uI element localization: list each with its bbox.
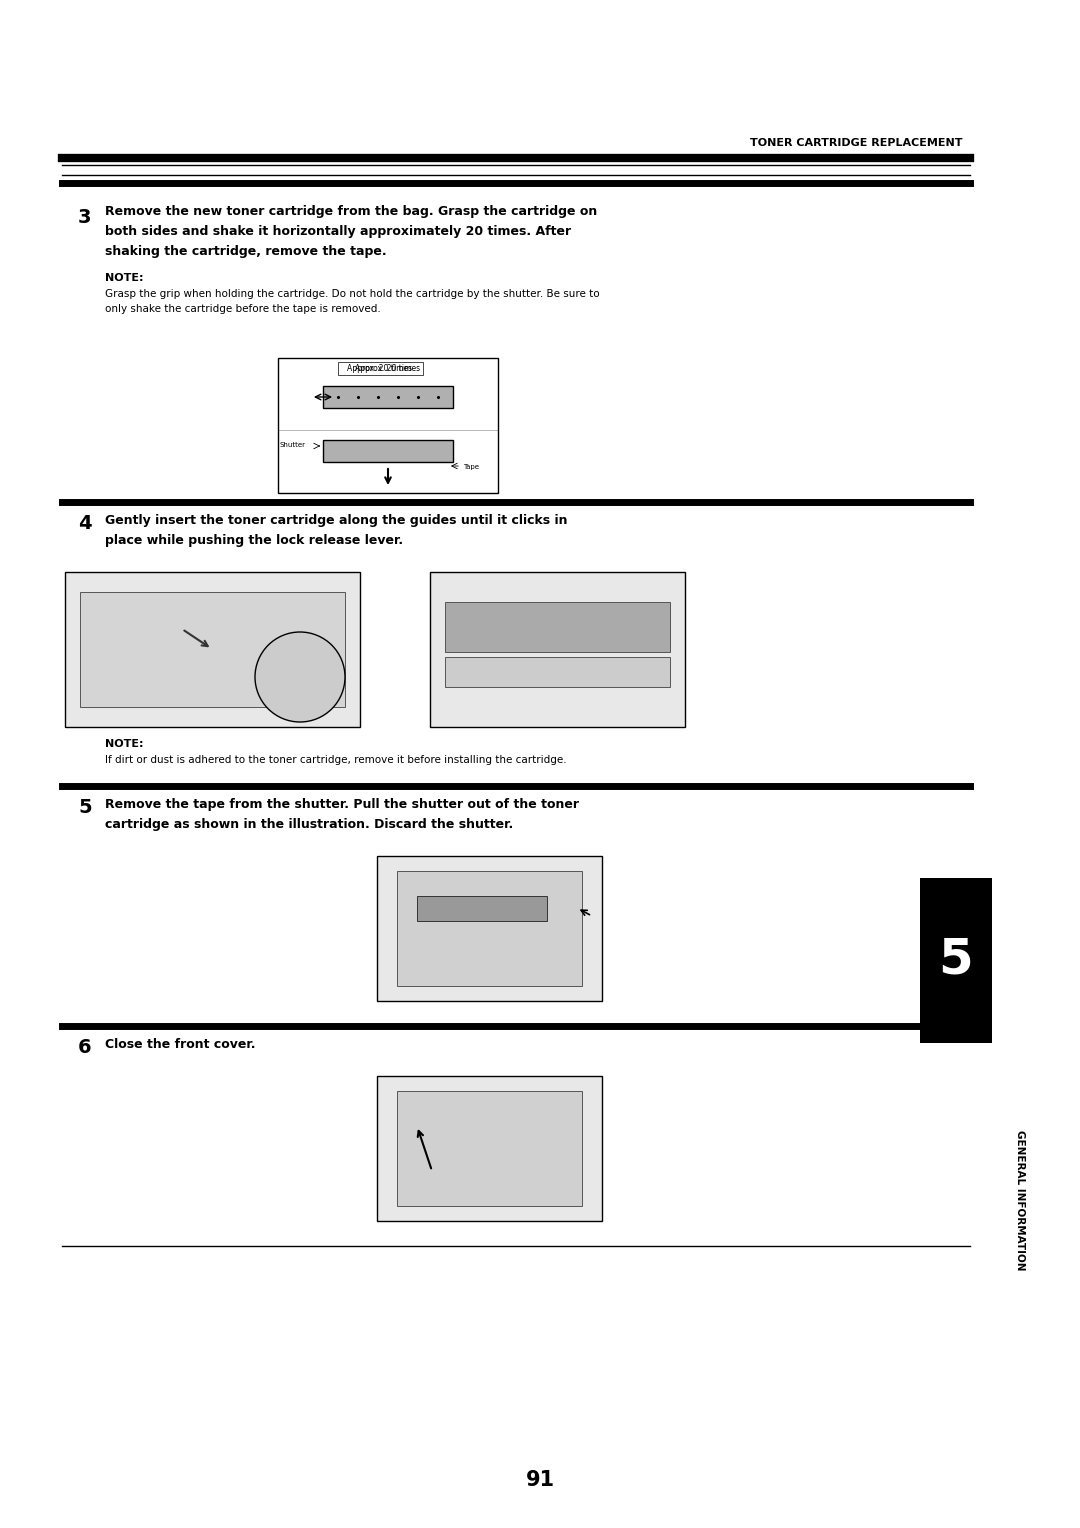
Text: Gently insert the toner cartridge along the guides until it clicks in: Gently insert the toner cartridge along …: [105, 513, 567, 527]
Bar: [323, 440, 453, 461]
Text: TONER CARTRIDGE REPLACEMENT: TONER CARTRIDGE REPLACEMENT: [750, 138, 962, 148]
Text: 3: 3: [78, 208, 92, 228]
Text: Shutter: Shutter: [280, 442, 306, 448]
Text: 5: 5: [939, 937, 973, 984]
Text: Remove the new toner cartridge from the bag. Grasp the cartridge on: Remove the new toner cartridge from the …: [105, 205, 597, 219]
Bar: [417, 895, 546, 921]
Text: If dirt or dust is adhered to the toner cartridge, remove it before installing t: If dirt or dust is adhered to the toner …: [105, 755, 567, 766]
Text: 4: 4: [78, 513, 92, 533]
Text: 6: 6: [78, 1038, 92, 1057]
Bar: [397, 871, 582, 986]
Bar: [920, 879, 993, 1044]
Text: 5: 5: [78, 798, 92, 817]
Bar: [377, 1076, 602, 1221]
Text: Approx. 20 times: Approx. 20 times: [348, 364, 413, 373]
Text: Tape: Tape: [463, 465, 480, 471]
Bar: [338, 362, 423, 374]
Bar: [430, 571, 685, 727]
Text: Close the front cover.: Close the front cover.: [105, 1038, 256, 1051]
Bar: [397, 1091, 582, 1206]
Bar: [80, 591, 345, 707]
Text: GENERAL INFORMATION: GENERAL INFORMATION: [1015, 1129, 1025, 1270]
Bar: [445, 602, 670, 652]
Text: Remove the tape from the shutter. Pull the shutter out of the toner: Remove the tape from the shutter. Pull t…: [105, 798, 579, 811]
Text: Approx. 20 times: Approx. 20 times: [355, 364, 420, 373]
Text: cartridge as shown in the illustration. Discard the shutter.: cartridge as shown in the illustration. …: [105, 817, 513, 831]
Bar: [445, 657, 670, 688]
Text: shaking the cartridge, remove the tape.: shaking the cartridge, remove the tape.: [105, 244, 387, 258]
Text: NOTE:: NOTE:: [105, 274, 144, 283]
Text: place while pushing the lock release lever.: place while pushing the lock release lev…: [105, 533, 403, 547]
Text: both sides and shake it horizontally approximately 20 times. After: both sides and shake it horizontally app…: [105, 225, 571, 238]
Text: Grasp the grip when holding the cartridge. Do not hold the cartridge by the shut: Grasp the grip when holding the cartridg…: [105, 289, 599, 299]
Bar: [323, 387, 453, 408]
Bar: [278, 358, 498, 494]
Bar: [377, 856, 602, 1001]
Text: NOTE:: NOTE:: [105, 740, 144, 749]
Bar: [65, 571, 360, 727]
Text: 91: 91: [526, 1470, 554, 1490]
Text: only shake the cartridge before the tape is removed.: only shake the cartridge before the tape…: [105, 304, 381, 313]
Circle shape: [255, 633, 345, 723]
